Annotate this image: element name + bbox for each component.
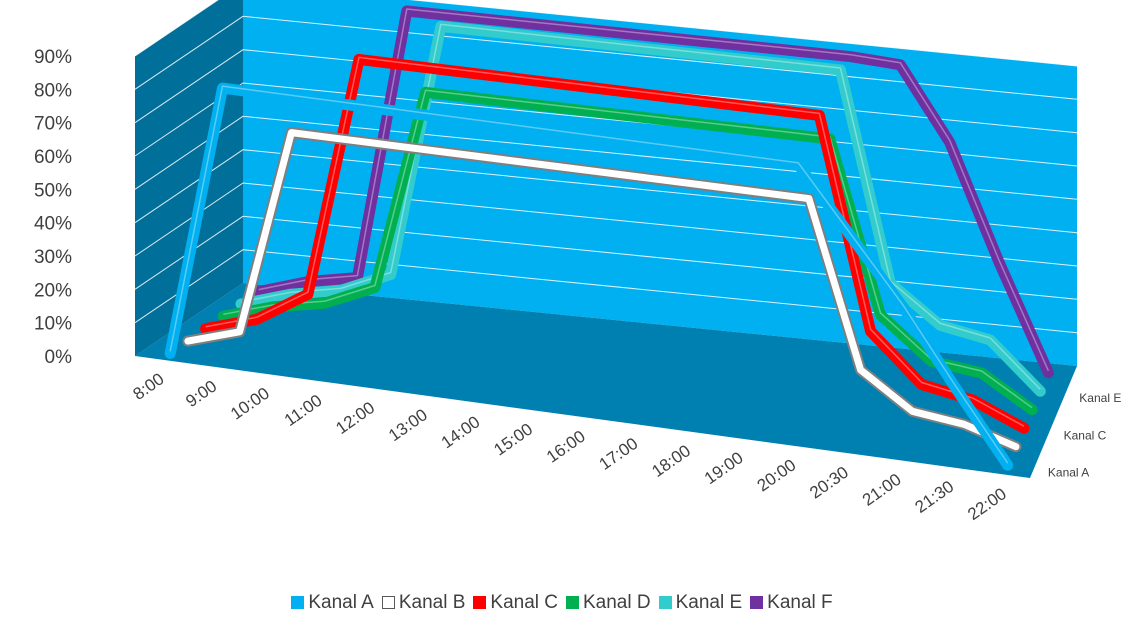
gridline	[134, 149, 1078, 234]
series-ribbon-highlight	[258, 8, 1050, 372]
legend-label: Kanal C	[490, 592, 558, 613]
gridline	[134, 0, 1078, 67]
legend-item: Kanal E	[658, 592, 743, 614]
gridline	[134, 15, 1078, 100]
y-tick-label: 0%	[45, 347, 73, 368]
x-tick-label: 17:00	[596, 434, 642, 474]
y-tick-label: 20%	[34, 280, 72, 301]
series-ribbon	[255, 7, 1052, 377]
x-tick-label: 20:30	[806, 463, 852, 503]
gridline	[134, 182, 1078, 267]
x-tick-label: 20:00	[754, 455, 800, 495]
legend-item: Kanal A	[291, 592, 374, 614]
x-tick-label: 13:00	[385, 405, 431, 445]
legend-item: Kanal C	[473, 592, 558, 614]
floor	[135, 283, 1077, 478]
y-tick-label: 60%	[34, 147, 72, 168]
y-tick-label: 90%	[34, 47, 72, 68]
series-ribbon-highlight	[187, 129, 1017, 446]
x-tick-label: 12:00	[332, 398, 378, 438]
legend-item: Kanal D	[566, 592, 651, 614]
x-tick-label: 11:00	[281, 391, 326, 430]
x-tick-label: 15:00	[490, 420, 536, 460]
side-wall	[135, 0, 243, 356]
x-tick-label: 10:00	[227, 384, 273, 424]
legend-label: Kanal B	[398, 592, 466, 613]
legend-swatch	[291, 596, 305, 609]
x-tick-label: 18:00	[648, 441, 694, 481]
legend-swatch	[381, 596, 395, 609]
legend-label: Kanal F	[767, 592, 833, 613]
legend-label: Kanal D	[583, 592, 651, 613]
series-ribbon-highlight	[169, 85, 1009, 464]
series-ribbon-highlight	[223, 89, 1033, 409]
series-ribbon	[184, 129, 1020, 451]
gridline	[134, 249, 1078, 334]
y-tick-label: 40%	[34, 214, 72, 235]
gridline	[134, 215, 1078, 300]
legend-item: Kanal B	[381, 592, 466, 614]
legend-swatch	[566, 596, 579, 609]
legend-item: Kanal F	[750, 592, 833, 614]
legend-swatch	[473, 596, 487, 609]
y-tick-label: 30%	[34, 247, 72, 268]
series-ribbon	[219, 88, 1036, 414]
x-tick-label: 22:00	[964, 484, 1010, 524]
x-tick-label: 14:00	[438, 412, 484, 452]
gridline	[134, 49, 1078, 134]
legend-swatch	[750, 596, 764, 609]
x-tick-label: 9:00	[182, 377, 220, 412]
depth-axis-label: Kanal E	[1079, 391, 1121, 405]
legend-swatch	[658, 596, 672, 609]
x-tick-label: 8:00	[130, 369, 168, 404]
y-tick-label: 50%	[34, 180, 72, 201]
x-tick-label: 21:00	[859, 470, 905, 510]
y-tick-label: 70%	[34, 114, 72, 135]
y-tick-label: 80%	[34, 80, 72, 101]
x-tick-label: 19:00	[701, 448, 747, 488]
chart-legend: Kanal A Kanal B Kanal C Kanal D Kanal E Kanal…	[0, 592, 1124, 614]
x-tick-label: 21:30	[912, 477, 958, 517]
series-ribbon	[166, 84, 1012, 469]
depth-axis-label: Kanal A	[1048, 466, 1089, 480]
chart-plot: 0% 10% 20% 30% 40% 50% 60% 70% 80% 90% 8:00 9:00 10:…	[34, 0, 1121, 524]
legend-label: Kanal E	[675, 592, 743, 613]
x-tick-label: 16:00	[543, 427, 589, 467]
depth-axis-label: Kanal C	[1064, 428, 1107, 442]
legend-label: Kanal A	[308, 592, 374, 613]
y-tick-label: 10%	[34, 314, 72, 335]
